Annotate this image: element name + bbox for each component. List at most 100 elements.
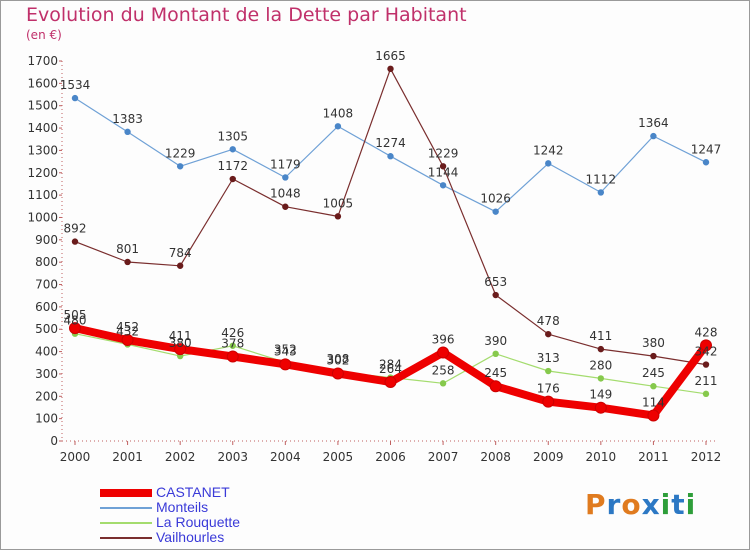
data-label: 1534	[60, 78, 91, 92]
brand-logo: Proxiti	[585, 488, 696, 521]
data-label: 1144	[428, 165, 459, 179]
x-tick-label: 2000	[60, 450, 91, 464]
legend-label: Vailhourles	[156, 529, 225, 545]
y-tick-label: 100	[35, 412, 58, 426]
data-point	[702, 390, 710, 398]
data-label: 480	[64, 314, 87, 328]
data-label: 380	[642, 336, 665, 350]
data-labels: 505 452 411 378 343 302 264 396 245 176 149 114 428 1…	[60, 49, 722, 410]
data-point	[282, 203, 289, 210]
brand-letter: r	[606, 488, 622, 521]
brand-letter: P	[585, 488, 607, 521]
data-point	[597, 189, 605, 196]
series-layer	[69, 65, 712, 422]
data-point	[229, 146, 236, 153]
y-tick-label: 1100	[27, 188, 58, 202]
data-point	[437, 346, 450, 359]
brand-letter: i	[660, 488, 672, 521]
y-tick-label: 200	[35, 389, 58, 403]
y-tick-label: 1400	[27, 121, 58, 135]
brand-letter: i	[685, 488, 697, 521]
data-point	[69, 322, 81, 335]
data-point	[71, 238, 79, 245]
legend-swatch	[100, 489, 152, 497]
data-point	[176, 163, 184, 170]
data-point	[226, 350, 239, 363]
data-point	[71, 94, 79, 102]
data-label: 176	[537, 382, 560, 396]
data-point	[334, 213, 342, 220]
data-label: 428	[695, 325, 718, 339]
y-tick-label: 1500	[27, 99, 58, 113]
brand-letter: o	[621, 488, 642, 521]
series-line-vailhourles	[74, 68, 707, 366]
data-label: 653	[484, 275, 507, 289]
data-label: 1383	[112, 112, 143, 126]
x-tick-label: 2011	[638, 450, 669, 464]
data-label: 478	[537, 314, 560, 328]
legend-label: CASTANET	[156, 484, 230, 500]
data-label: 1112	[586, 172, 617, 186]
data-label: 245	[642, 366, 665, 380]
x-tick-label: 2001	[112, 450, 143, 464]
legend: CASTANET Monteils La Rouquette Vailhourles	[100, 484, 320, 545]
x-tick-label: 2012	[691, 450, 722, 464]
data-label: 1247	[691, 142, 722, 156]
data-label: 801	[116, 242, 139, 256]
data-label: 1364	[638, 116, 669, 130]
data-label: 1274	[375, 136, 406, 150]
data-point	[700, 339, 712, 352]
data-label: 302	[326, 353, 349, 367]
data-point	[387, 65, 394, 73]
data-label: 211	[695, 374, 718, 388]
y-tick-label: 600	[35, 300, 58, 314]
data-point	[594, 401, 607, 414]
data-point	[650, 383, 657, 390]
data-point	[124, 128, 131, 136]
data-point	[124, 258, 131, 266]
data-label: 380	[169, 336, 192, 350]
data-point	[121, 333, 134, 346]
data-label: 396	[432, 332, 455, 346]
data-label: 342	[695, 345, 718, 359]
axes: 0 100 200 300 400 500 600 700 800 900 1000 1100 1200…	[27, 54, 721, 464]
data-label: 284	[379, 358, 402, 372]
brand-letter: t	[671, 488, 686, 521]
brand-letter: x	[641, 488, 661, 521]
data-point	[702, 159, 710, 166]
data-point	[650, 352, 657, 360]
data-point	[650, 132, 657, 140]
data-point	[489, 380, 502, 393]
data-point	[492, 350, 499, 358]
y-tick-label: 1200	[27, 166, 58, 180]
data-label: 452	[116, 320, 139, 334]
chart-subtitle: (en €)	[26, 28, 62, 42]
data-point	[439, 380, 447, 387]
y-tick-label: 700	[35, 278, 58, 292]
data-label: 352	[274, 342, 297, 356]
legend-item: CASTANET	[100, 484, 320, 500]
data-label: 411	[589, 329, 612, 343]
data-point	[545, 330, 552, 338]
data-label: 264	[379, 362, 402, 376]
data-point	[279, 358, 292, 371]
data-point	[545, 367, 552, 375]
data-point	[492, 291, 499, 299]
x-tick-label: 2009	[533, 450, 564, 464]
x-tick-label: 2007	[428, 450, 459, 464]
y-tick-label: 0	[50, 434, 58, 448]
x-tick-label: 2002	[165, 450, 196, 464]
data-label: 1305	[217, 129, 248, 143]
data-label: 505	[64, 308, 87, 322]
data-point	[229, 175, 236, 183]
data-point	[229, 342, 236, 349]
data-point	[174, 343, 187, 356]
data-label: 1172	[217, 159, 248, 173]
x-tick-label: 2005	[323, 450, 354, 464]
y-tick-label: 1000	[27, 210, 58, 224]
y-tick-label: 400	[35, 345, 58, 359]
data-label: 313	[537, 351, 560, 365]
data-label: 1179	[270, 157, 301, 171]
x-tick-label: 2004	[270, 450, 301, 464]
